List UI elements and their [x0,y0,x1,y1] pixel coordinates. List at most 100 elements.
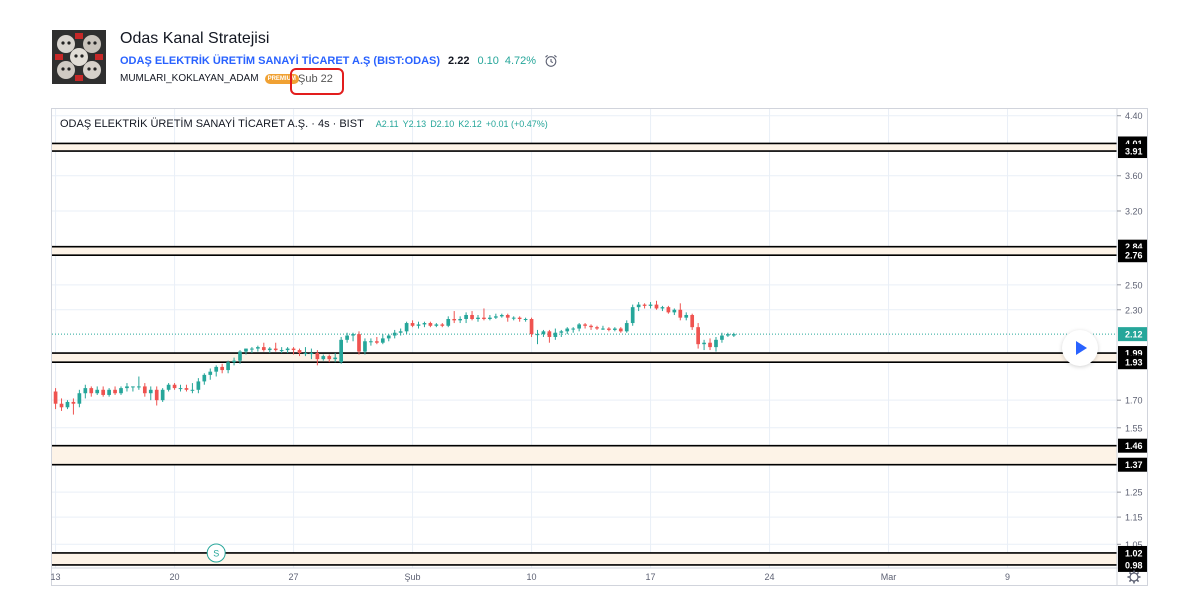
candle-body[interactable] [83,388,88,394]
candle-body[interactable] [440,324,445,326]
candle-body[interactable] [131,386,135,388]
candle-body[interactable] [309,353,314,355]
candle-body[interactable] [618,328,623,332]
candle-body[interactable] [59,403,64,408]
candle-body[interactable] [696,327,700,345]
candle-body[interactable] [119,388,123,394]
candle-body[interactable] [452,319,457,321]
candle-body[interactable] [95,389,100,394]
candle-body[interactable] [137,386,141,388]
candle-body[interactable] [624,323,629,332]
candle-body[interactable] [107,389,111,395]
candle-body[interactable] [690,315,695,328]
candle-body[interactable] [720,335,724,340]
candle-body[interactable] [279,350,284,352]
candle-body[interactable] [226,362,230,371]
candle-body[interactable] [672,309,677,313]
candle-body[interactable] [333,357,338,360]
candle-body[interactable] [71,401,76,404]
candle-body[interactable] [476,317,480,320]
candle-body[interactable] [523,319,528,321]
candle-body[interactable] [731,334,736,336]
candle-body[interactable] [154,389,159,401]
candle-body[interactable] [583,324,587,326]
split-marker[interactable] [206,543,226,563]
candle-body[interactable] [648,304,653,306]
candle-body[interactable] [101,389,106,395]
candle-body[interactable] [428,323,433,326]
candle-body[interactable] [589,325,593,328]
candle-body[interactable] [261,347,266,351]
candle-body[interactable] [148,389,153,394]
candle-body[interactable] [345,335,349,340]
candle-body[interactable] [642,304,647,306]
candle-body[interactable] [321,356,326,360]
candle-body[interactable] [375,341,379,343]
candle-body[interactable] [380,338,385,343]
candle-body[interactable] [77,393,82,404]
candle-body[interactable] [434,324,439,326]
candle-body[interactable] [65,401,70,408]
candle-body[interactable] [357,334,361,352]
author-avatar[interactable] [52,30,106,84]
candle-body[interactable] [607,328,611,330]
candle-body[interactable] [351,334,355,336]
candle-body[interactable] [250,348,254,350]
candle-body[interactable] [244,348,248,352]
candle-body[interactable] [190,389,195,391]
candle-body[interactable] [529,319,534,335]
candle-body[interactable] [273,348,278,351]
candle-body[interactable] [416,324,421,326]
candle-body[interactable] [339,339,344,363]
candle-body[interactable] [178,388,183,390]
candle-body[interactable] [422,323,427,325]
candle-body[interactable] [214,366,219,372]
candle-body[interactable] [392,332,397,336]
candle-body[interactable] [113,389,117,394]
chart-frame[interactable] [51,108,1148,586]
candle-body[interactable] [630,307,635,324]
candle-body[interactable] [220,366,225,371]
candle-body[interactable] [571,328,576,330]
candle-body[interactable] [726,334,730,336]
candle-body[interactable] [660,307,665,309]
candle-body[interactable] [666,307,671,313]
candle-body[interactable] [315,353,320,360]
author-name[interactable]: MUMLARI_KOKLAYAN_ADAM [120,73,259,84]
candle-body[interactable] [172,384,177,389]
candle-body[interactable] [708,342,712,348]
candle-body[interactable] [297,350,302,354]
candle-body[interactable] [363,341,367,352]
candle-body[interactable] [559,331,564,333]
play-button[interactable] [1062,330,1098,366]
candle-body[interactable] [714,339,718,348]
candle-body[interactable] [446,319,451,326]
candle-body[interactable] [488,317,492,320]
candle-body[interactable] [291,348,296,351]
candle-body[interactable] [256,347,260,349]
candle-body[interactable] [678,309,683,318]
candle-body[interactable] [541,331,546,335]
candle-body[interactable] [89,388,94,394]
candle-body[interactable] [458,319,462,321]
symbol-link[interactable]: ODAŞ ELEKTRİK ÜRETİM SANAYİ TİCARET A.Ş … [120,55,441,67]
candle-body[interactable] [232,360,236,363]
candle-body[interactable] [125,386,129,389]
candle-body[interactable] [601,328,605,330]
candle-body[interactable] [238,351,242,361]
candle-body[interactable] [565,328,570,332]
candle-body[interactable] [553,332,558,337]
candle-body[interactable] [202,374,207,382]
candle-body[interactable] [595,327,599,329]
candle-body[interactable] [511,317,516,319]
candle-body[interactable] [369,341,373,343]
candle-body[interactable] [184,388,189,390]
candle-body[interactable] [267,348,272,351]
candle-body[interactable] [142,386,147,394]
candle-body[interactable] [612,328,617,330]
candle-body[interactable] [208,371,213,375]
candle-body[interactable] [577,324,581,329]
candle-body[interactable] [285,348,290,351]
candle-body[interactable] [53,391,58,404]
